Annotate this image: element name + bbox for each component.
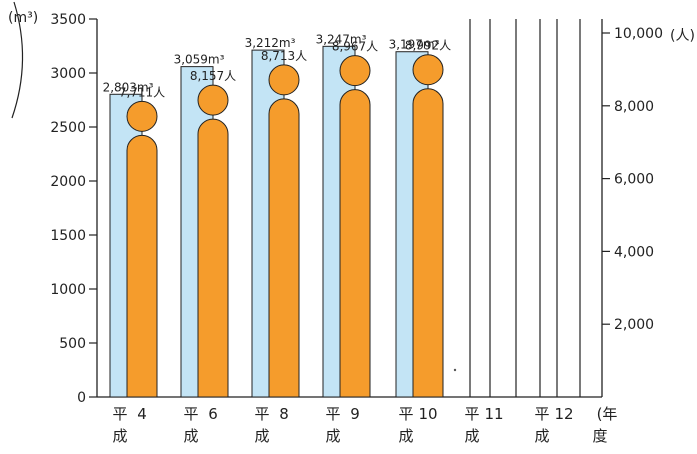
category-label-top: 平 xyxy=(398,405,413,423)
category-label-number: 4 xyxy=(137,405,147,423)
population-label: 8,713人 xyxy=(261,49,307,63)
person-head xyxy=(412,54,444,86)
person-body xyxy=(197,118,229,398)
volume-bar-label: 3,197m³ xyxy=(389,38,440,52)
volume-bar-label: 3,247m³ xyxy=(316,32,367,46)
year-unit-label: (年 xyxy=(597,405,618,423)
person-head xyxy=(126,100,158,132)
left-axis-tick-label: 0 xyxy=(77,390,86,406)
category-label-bottom: 成 xyxy=(464,427,479,445)
left-axis-tick-label: 2500 xyxy=(50,120,86,136)
volume-bar-label: 3,212m³ xyxy=(245,36,296,50)
person-head xyxy=(197,84,229,116)
right-axis-unit-label: (人) xyxy=(670,28,695,44)
population-label: 8,992人 xyxy=(405,39,451,53)
population-label: 7,711人 xyxy=(119,85,165,99)
category-label-top: 平 xyxy=(112,405,127,423)
category-label-top: 平 xyxy=(325,405,340,423)
population-label: 8,967人 xyxy=(332,40,378,54)
left-axis: 0 500 1000 1500 2000 2500 3000 3500 xyxy=(50,12,602,406)
category-label-number: 11 xyxy=(484,405,503,423)
left-axis-tick-label: 500 xyxy=(59,336,86,352)
person-body xyxy=(412,88,444,398)
left-axis-tick-label: 2000 xyxy=(50,174,86,190)
category-label-bottom: 成 xyxy=(254,427,269,445)
right-axis-tick-label: 2,000 xyxy=(614,317,654,333)
category-label-top: 平 xyxy=(254,405,269,423)
right-axis-tick-label: 4,000 xyxy=(614,244,654,260)
person-body xyxy=(339,89,371,398)
right-axis: 2,000 4,000 6,000 8,000 10,000 xyxy=(601,19,663,397)
category-label-top: 平 xyxy=(534,405,549,423)
person-head xyxy=(268,64,300,96)
left-axis-unit-label: (m³) xyxy=(8,10,38,26)
year-unit-label-bottom: 度 xyxy=(592,427,607,445)
category-label-top: 平 xyxy=(464,405,479,423)
left-axis-tick-label: 1000 xyxy=(50,282,86,298)
right-axis-tick-label: 10,000 xyxy=(614,26,663,42)
right-axis-tick-label: 8,000 xyxy=(614,99,654,115)
person-head xyxy=(339,55,371,87)
category-label-number: 8 xyxy=(279,405,289,423)
decorative-arc xyxy=(11,1,24,119)
left-axis-tick-label: 3000 xyxy=(50,66,86,82)
stray-dot xyxy=(453,368,457,372)
category-label-number: 12 xyxy=(554,405,573,423)
category-label-bottom: 成 xyxy=(398,427,413,445)
category-label-number: 9 xyxy=(350,405,360,423)
volume-bar-label: 2,803m³ xyxy=(103,80,154,94)
population-figures: 7,711人 8,157人 8,713人 8,967人 8,992人 xyxy=(119,39,451,398)
population-label: 8,157人 xyxy=(190,69,236,83)
category-label-number: 10 xyxy=(418,405,437,423)
left-axis-tick-label: 1500 xyxy=(50,228,86,244)
category-label-bottom: 成 xyxy=(183,427,198,445)
category-label-bottom: 成 xyxy=(112,427,127,445)
person-body xyxy=(126,134,158,398)
left-axis-tick-label: 3500 xyxy=(50,12,86,28)
category-label-bottom: 成 xyxy=(325,427,340,445)
right-axis-tick-label: 6,000 xyxy=(614,172,654,188)
empty-year-columns xyxy=(469,19,581,397)
category-label-number: 6 xyxy=(208,405,218,423)
category-label-bottom: 成 xyxy=(534,427,549,445)
volume-bar-label: 3,059m³ xyxy=(174,53,225,67)
person-body xyxy=(268,98,300,398)
category-label-top: 平 xyxy=(183,405,198,423)
